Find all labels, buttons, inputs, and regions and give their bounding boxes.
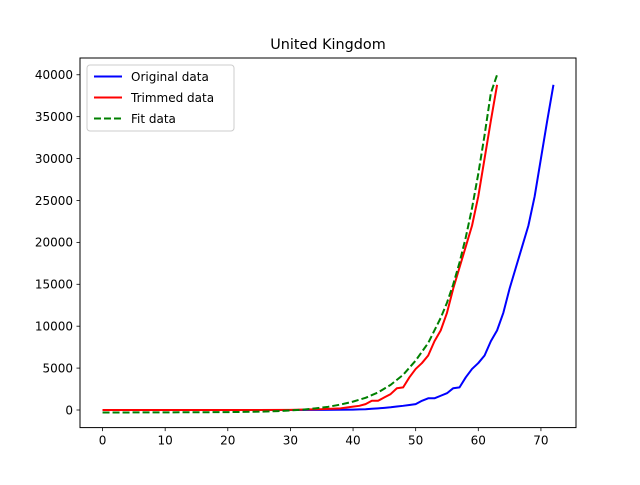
y-tick-label: 30000 bbox=[35, 152, 73, 166]
x-axis: 0 10 20 30 40 50 60 70 bbox=[99, 427, 549, 448]
legend: Original data Trimmed data Fit data bbox=[86, 64, 235, 132]
y-axis: 0 5000 10000 15000 20000 25000 30000 35000 40000 bbox=[35, 68, 80, 417]
x-tick-label: 10 bbox=[158, 434, 173, 448]
x-tick-label: 30 bbox=[283, 434, 298, 448]
x-tick-label: 50 bbox=[408, 434, 423, 448]
y-tick-label: 10000 bbox=[35, 319, 73, 333]
y-tick-label: 35000 bbox=[35, 110, 73, 124]
series-line-fit-data bbox=[102, 74, 499, 414]
chart-title: United Kingdom bbox=[270, 37, 386, 53]
x-tick-label: 0 bbox=[99, 434, 107, 448]
legend-label: Fit data bbox=[131, 112, 176, 126]
y-tick-label: 5000 bbox=[42, 361, 73, 375]
x-tick-label: 70 bbox=[533, 434, 548, 448]
x-tick-label: 40 bbox=[345, 434, 360, 448]
series-line-trimmed-data bbox=[102, 84, 499, 411]
y-tick-label: 0 bbox=[65, 403, 73, 417]
y-tick-label: 20000 bbox=[35, 236, 73, 250]
legend-label: Original data bbox=[131, 70, 209, 84]
legend-box bbox=[86, 64, 235, 132]
x-tick-label: 20 bbox=[220, 434, 235, 448]
y-tick-label: 15000 bbox=[35, 278, 73, 292]
x-tick-label: 60 bbox=[471, 434, 486, 448]
legend-label: Trimmed data bbox=[130, 91, 214, 105]
y-tick-label: 40000 bbox=[35, 68, 73, 82]
y-tick-label: 25000 bbox=[35, 194, 73, 208]
plot-lines bbox=[102, 74, 555, 414]
axes-frame bbox=[79, 57, 577, 429]
